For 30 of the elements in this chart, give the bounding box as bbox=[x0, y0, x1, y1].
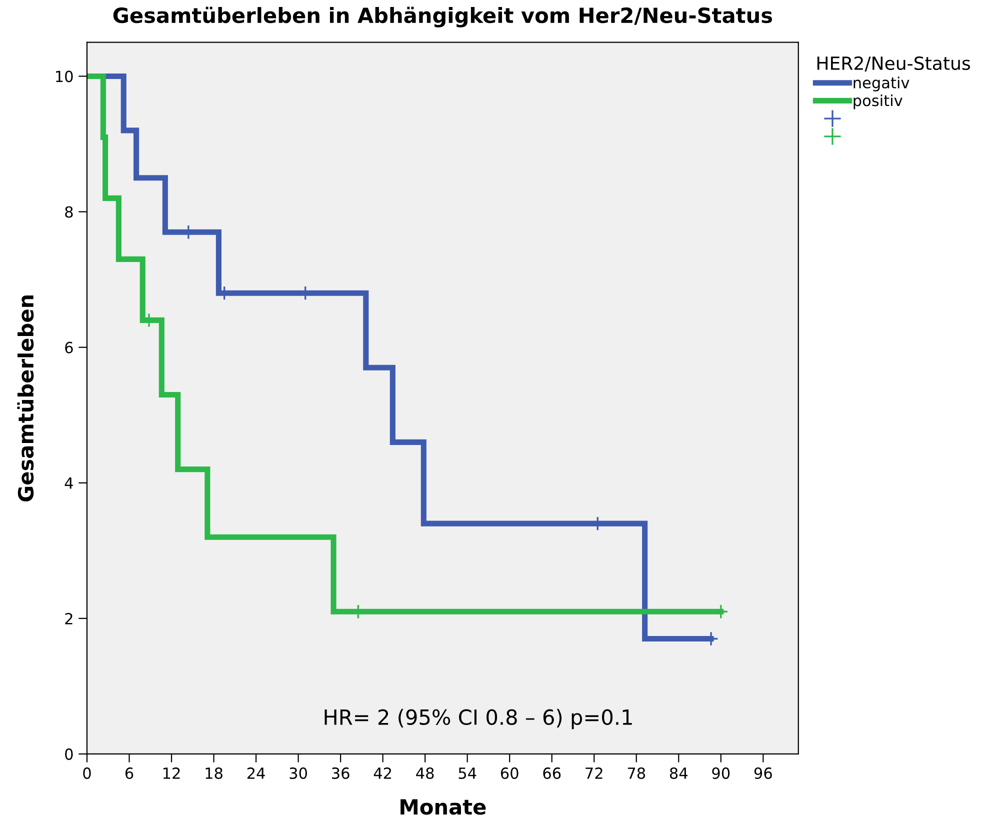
x-tick-label: 18 bbox=[206, 767, 222, 779]
x-tick-label: 36 bbox=[332, 767, 350, 779]
annotation: HR= 2 (95% CI 0.8 – 6) p=0.1 bbox=[324, 708, 632, 730]
x-tick-label: 72 bbox=[586, 767, 602, 779]
x-tick-label: 78 bbox=[628, 767, 646, 779]
legend-title: HER2/Neu-Status bbox=[817, 56, 970, 72]
x-tick-label: 0 bbox=[83, 767, 91, 779]
x-tick-label: 24 bbox=[247, 767, 265, 779]
x-tick-label: 96 bbox=[754, 767, 772, 779]
y-tick-label: 6 bbox=[65, 342, 73, 354]
x-tick-label: 48 bbox=[416, 767, 434, 779]
x-tick-label: 60 bbox=[500, 767, 518, 779]
y-tick-label: 2 bbox=[65, 612, 72, 624]
x-tick-label: 42 bbox=[374, 767, 391, 779]
x-axis-title: Monate bbox=[400, 799, 486, 815]
x-tick-label: 54 bbox=[458, 768, 476, 779]
y-tick-label: 0 bbox=[65, 748, 73, 760]
x-tick-label: 90 bbox=[712, 767, 730, 779]
y-tick-label: 4 bbox=[64, 478, 73, 489]
chart-title: Gesamtüberleben in Abhängigkeit vom Her2/Neu-Status bbox=[113, 6, 772, 28]
legend-label: positiv bbox=[854, 94, 902, 110]
x-tick-label: 30 bbox=[290, 767, 307, 779]
x-tick-label: 84 bbox=[670, 767, 688, 779]
y-tick-label: 8 bbox=[65, 206, 73, 218]
x-tick-label: 66 bbox=[543, 767, 561, 779]
x-tick-label: 6 bbox=[125, 767, 134, 779]
y-tick-label: 10 bbox=[56, 70, 73, 82]
x-tick-label: 12 bbox=[163, 767, 180, 779]
legend-label: negativ bbox=[854, 76, 910, 92]
y-axis-title: Gesamtüberleben bbox=[17, 295, 34, 502]
